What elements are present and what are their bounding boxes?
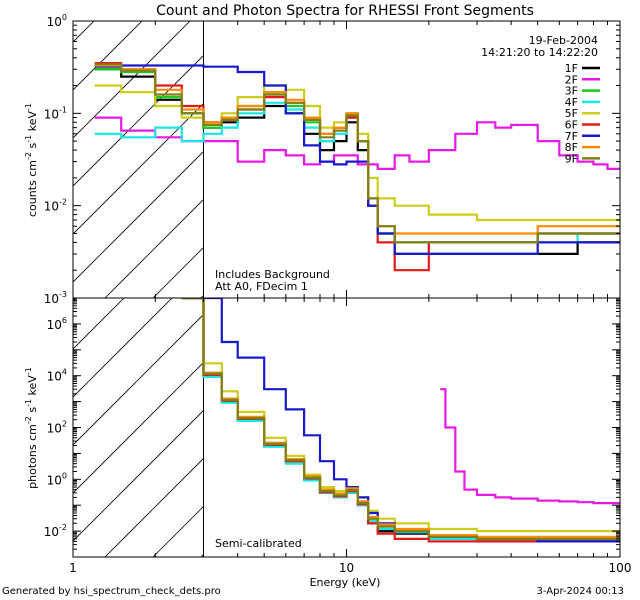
legend-label-1F: 1F <box>565 62 578 75</box>
hatched-region-below-threshold <box>0 157 640 557</box>
plot-frame <box>72 20 621 299</box>
hatch-line <box>393 157 640 557</box>
y-tick-label: 102 <box>47 420 67 436</box>
series-2F <box>440 388 620 505</box>
annotation-includes-background: Includes Background <box>215 268 330 281</box>
legend-label-5F: 5F <box>565 107 578 120</box>
series-9F <box>94 63 620 244</box>
x-axis-label: Energy (keV) <box>310 576 381 589</box>
hatch-line <box>73 102 204 235</box>
hatch-line <box>73 298 173 398</box>
chart-title: Count and Photon Spectra for RHESSI Fron… <box>156 3 534 19</box>
series-7F <box>94 64 620 255</box>
top-panel-count-spectra: 100 10-1 10-2 10-3 counts cm-2 s-1 keV-1 <box>0 0 621 306</box>
hatch-line <box>345 157 640 557</box>
hatch-line <box>152 505 204 557</box>
footer-generated-by: Generated by hsi_spectrum_check_dets.pro <box>2 586 221 597</box>
hatch-line <box>249 157 640 557</box>
legend-label-9F: 9F <box>565 152 578 165</box>
legend-label-2F: 2F <box>565 73 578 86</box>
hatch-line <box>297 157 640 557</box>
hatch-line <box>0 157 121 557</box>
hatch-line <box>73 361 204 494</box>
plot-frame <box>72 297 621 558</box>
y-tick-label: 106 <box>47 316 67 332</box>
hatch-line <box>73 313 204 446</box>
y-tick-label: 104 <box>47 368 67 384</box>
legend-label-7F: 7F <box>565 130 578 143</box>
footer-timestamp: 3-Apr-2024 00:13 <box>537 586 624 597</box>
series-group <box>94 62 620 272</box>
y-tick-label: 10-2 <box>44 198 67 214</box>
hatch-line <box>104 198 204 298</box>
date-label: 19-Feb-2004 <box>529 34 598 47</box>
legend-label-3F: 3F <box>565 85 578 98</box>
hatch-line <box>73 21 191 139</box>
x-tick-label: 1 <box>69 561 77 575</box>
hatch-line <box>73 409 204 542</box>
y-tick-label: 100 <box>47 471 67 487</box>
series-9F <box>181 298 620 540</box>
annotation-att-fdecim: Att A0, FDecim 1 <box>215 280 308 293</box>
y-tick-label: 10-2 <box>44 523 67 539</box>
time-range-label: 14:21:20 to 14:22:20 <box>481 46 598 59</box>
series-6F <box>181 298 620 543</box>
series-group <box>181 298 620 543</box>
y-axis-label: counts cm-2 s-1 keV-1 <box>24 103 39 217</box>
hatch-line <box>73 54 204 187</box>
hatch-line <box>73 21 143 91</box>
y-axis-label: photons cm-2 s-1 keV-1 <box>24 367 39 489</box>
y-tick-label: 10-3 <box>44 290 67 306</box>
series-2F <box>94 116 620 170</box>
annotation-semi-calibrated: Semi-calibrated <box>215 537 302 550</box>
legend-label-6F: 6F <box>565 119 578 132</box>
x-tick-label: 100 <box>609 561 632 575</box>
hatch-line <box>73 298 125 350</box>
x-tick-label: 10 <box>339 561 354 575</box>
y-tick-label: 10-1 <box>44 105 67 121</box>
legend-label-4F: 4F <box>565 96 578 109</box>
hatch-line <box>73 150 204 283</box>
hatch-line <box>104 457 204 557</box>
series-5F <box>94 84 620 222</box>
legend-label-8F: 8F <box>565 141 578 154</box>
bottom-panel-photon-spectra: 106 104 102 100 10-2 photons cm-2 s-1 keV-1 <box>0 157 640 558</box>
series-5F <box>181 298 620 533</box>
hatch-line <box>0 0 121 298</box>
y-tick-label: 100 <box>47 13 67 29</box>
hatch-line <box>441 157 640 557</box>
